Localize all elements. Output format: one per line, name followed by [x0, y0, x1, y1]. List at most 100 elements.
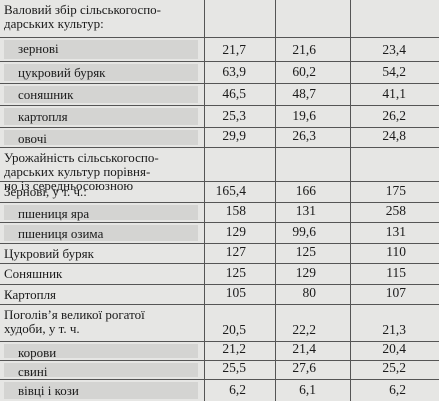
- label-line: картопля: [18, 109, 68, 124]
- table-row: Поголів’я великої рогатої худоби, у т. ч.…: [0, 305, 439, 342]
- table-row: пшениця яра 158 131 258: [0, 203, 439, 223]
- label-line: цукровий буряк: [18, 65, 106, 80]
- cell-value: 6,2: [229, 382, 246, 397]
- row-label: Поголів’я великої рогатої худоби, у т. ч.: [0, 305, 204, 341]
- cell-value: 107: [385, 285, 406, 300]
- row-label: Картопля: [0, 285, 204, 304]
- label-line: Поголів’я великої рогатої: [4, 307, 145, 322]
- cell-value: 131: [385, 224, 406, 239]
- table-row: Зернові, у т. ч.: 165,4 166 175: [0, 182, 439, 203]
- cell-value: 129: [295, 265, 316, 280]
- table-row: зернові 21,7 21,6 23,4: [0, 38, 439, 62]
- cell-value: 21,3: [382, 322, 406, 337]
- label-line: Цукровий буряк: [4, 246, 94, 261]
- cell-value: 27,6: [292, 360, 316, 375]
- label-line: вівці і кози: [18, 383, 79, 398]
- table-row: овочі 29,9 26,3 24,8: [0, 128, 439, 148]
- cell-value: 29,9: [222, 128, 246, 143]
- label-line: пшениця яра: [18, 206, 90, 221]
- label-line: худоби, у т. ч.: [4, 321, 80, 336]
- cell-value: 175: [385, 183, 406, 198]
- label-line: Зернові, у т. ч.:: [4, 184, 87, 199]
- cell-value: 158: [225, 203, 246, 218]
- table-row: Валовий збір сільськогоспо-дарських куль…: [0, 0, 439, 38]
- table-row: Картопля 105 80 107: [0, 285, 439, 305]
- cell-value: 20,5: [222, 322, 246, 337]
- table-row: свині 25,5 27,6 25,2: [0, 360, 439, 380]
- label-line: Картопля: [4, 287, 57, 302]
- row-label: овочі: [4, 130, 198, 146]
- cell-value: 48,7: [292, 86, 316, 101]
- row-label: корови: [4, 344, 198, 360]
- cell-value: 115: [386, 265, 406, 280]
- cell-value: 24,8: [382, 128, 406, 143]
- cell-value: 6,1: [299, 382, 316, 397]
- row-label: цукровий буряк: [4, 64, 198, 81]
- row-label: Валовий збір сільськогоспо-дарських куль…: [0, 0, 204, 37]
- table-row: цукровий буряк 63,9 60,2 54,2: [0, 62, 439, 84]
- column-rule: [204, 0, 205, 401]
- label-line: зернові: [18, 41, 59, 56]
- cell-value: 22,2: [292, 322, 316, 337]
- cell-value: 6,2: [389, 382, 406, 397]
- cell-value: 105: [225, 285, 246, 300]
- label-line: соняшник: [18, 87, 74, 102]
- table-row: вівці і кози 6,2 6,1 6,2: [0, 380, 439, 401]
- cell-value: 60,2: [292, 64, 316, 79]
- cell-value: 63,9: [222, 64, 246, 79]
- cell-value: 20,4: [382, 341, 406, 356]
- label-line: Валовий збір сільськогоспо-: [4, 2, 161, 17]
- row-label: зернові: [4, 40, 198, 59]
- cell-value: 125: [295, 244, 316, 259]
- row-label: Соняшник: [0, 264, 204, 284]
- row-label: вівці і кози: [4, 382, 198, 399]
- cell-value: 25,3: [222, 108, 246, 123]
- row-label: пшениця яра: [4, 205, 198, 221]
- cell-value: 21,4: [292, 341, 316, 356]
- cell-value: 110: [386, 244, 406, 259]
- cell-value: 99,6: [292, 224, 316, 239]
- row-label: свині: [4, 363, 198, 379]
- cell-value: 127: [225, 244, 246, 259]
- table-row: Цукровий буряк 127 125 110: [0, 244, 439, 264]
- cell-value: 165,4: [215, 183, 246, 198]
- cell-value: 80: [302, 285, 317, 300]
- cell-value: 258: [385, 203, 406, 218]
- cell-value: 26,2: [382, 108, 406, 123]
- cell-value: 131: [295, 203, 316, 218]
- label-line: дарських культур:: [4, 16, 104, 31]
- cell-value: 21,7: [222, 42, 246, 57]
- cell-value: 129: [225, 224, 246, 239]
- cell-value: 125: [225, 265, 246, 280]
- row-label: Урожайність сільськогоспо-дарських культ…: [0, 148, 204, 193]
- cell-value: [205, 148, 246, 181]
- cell-value: [351, 148, 406, 181]
- row-label: Цукровий буряк: [0, 244, 204, 263]
- cell-value: 25,5: [222, 360, 246, 375]
- label-line: свині: [18, 364, 48, 379]
- cell-value: 25,2: [382, 360, 406, 375]
- table-row: корови 21,2 21,4 20,4: [0, 341, 439, 361]
- cell-value: 21,6: [292, 42, 316, 57]
- table-row: картопля 25,3 19,6 26,2: [0, 106, 439, 128]
- table-row: Урожайність сільськогоспо-дарських культ…: [0, 148, 439, 193]
- label-line: дарських культур порівня-: [4, 164, 151, 179]
- label-line: пшениця озима: [18, 226, 104, 241]
- label-line: овочі: [18, 131, 47, 146]
- table-row: пшениця озима 129 99,6 131: [0, 223, 439, 244]
- label-line: но із середньосоюзною: [4, 178, 134, 193]
- label-line: Урожайність сільськогоспо-: [4, 150, 159, 165]
- cell-value: 26,3: [292, 128, 316, 143]
- cell-value: 23,4: [382, 42, 406, 57]
- label-line: Соняшник: [4, 266, 63, 281]
- cell-value: [205, 0, 246, 37]
- column-rule: [275, 0, 276, 401]
- table-row: соняшник 46,5 48,7 41,1: [0, 84, 439, 106]
- cell-value: 41,1: [382, 86, 406, 101]
- cell-value: [276, 0, 316, 37]
- row-label: Зернові, у т. ч.:: [0, 182, 204, 202]
- cell-value: 54,2: [382, 64, 406, 79]
- table-row: Соняшник 125 129 115: [0, 264, 439, 285]
- cell-value: 46,5: [222, 86, 246, 101]
